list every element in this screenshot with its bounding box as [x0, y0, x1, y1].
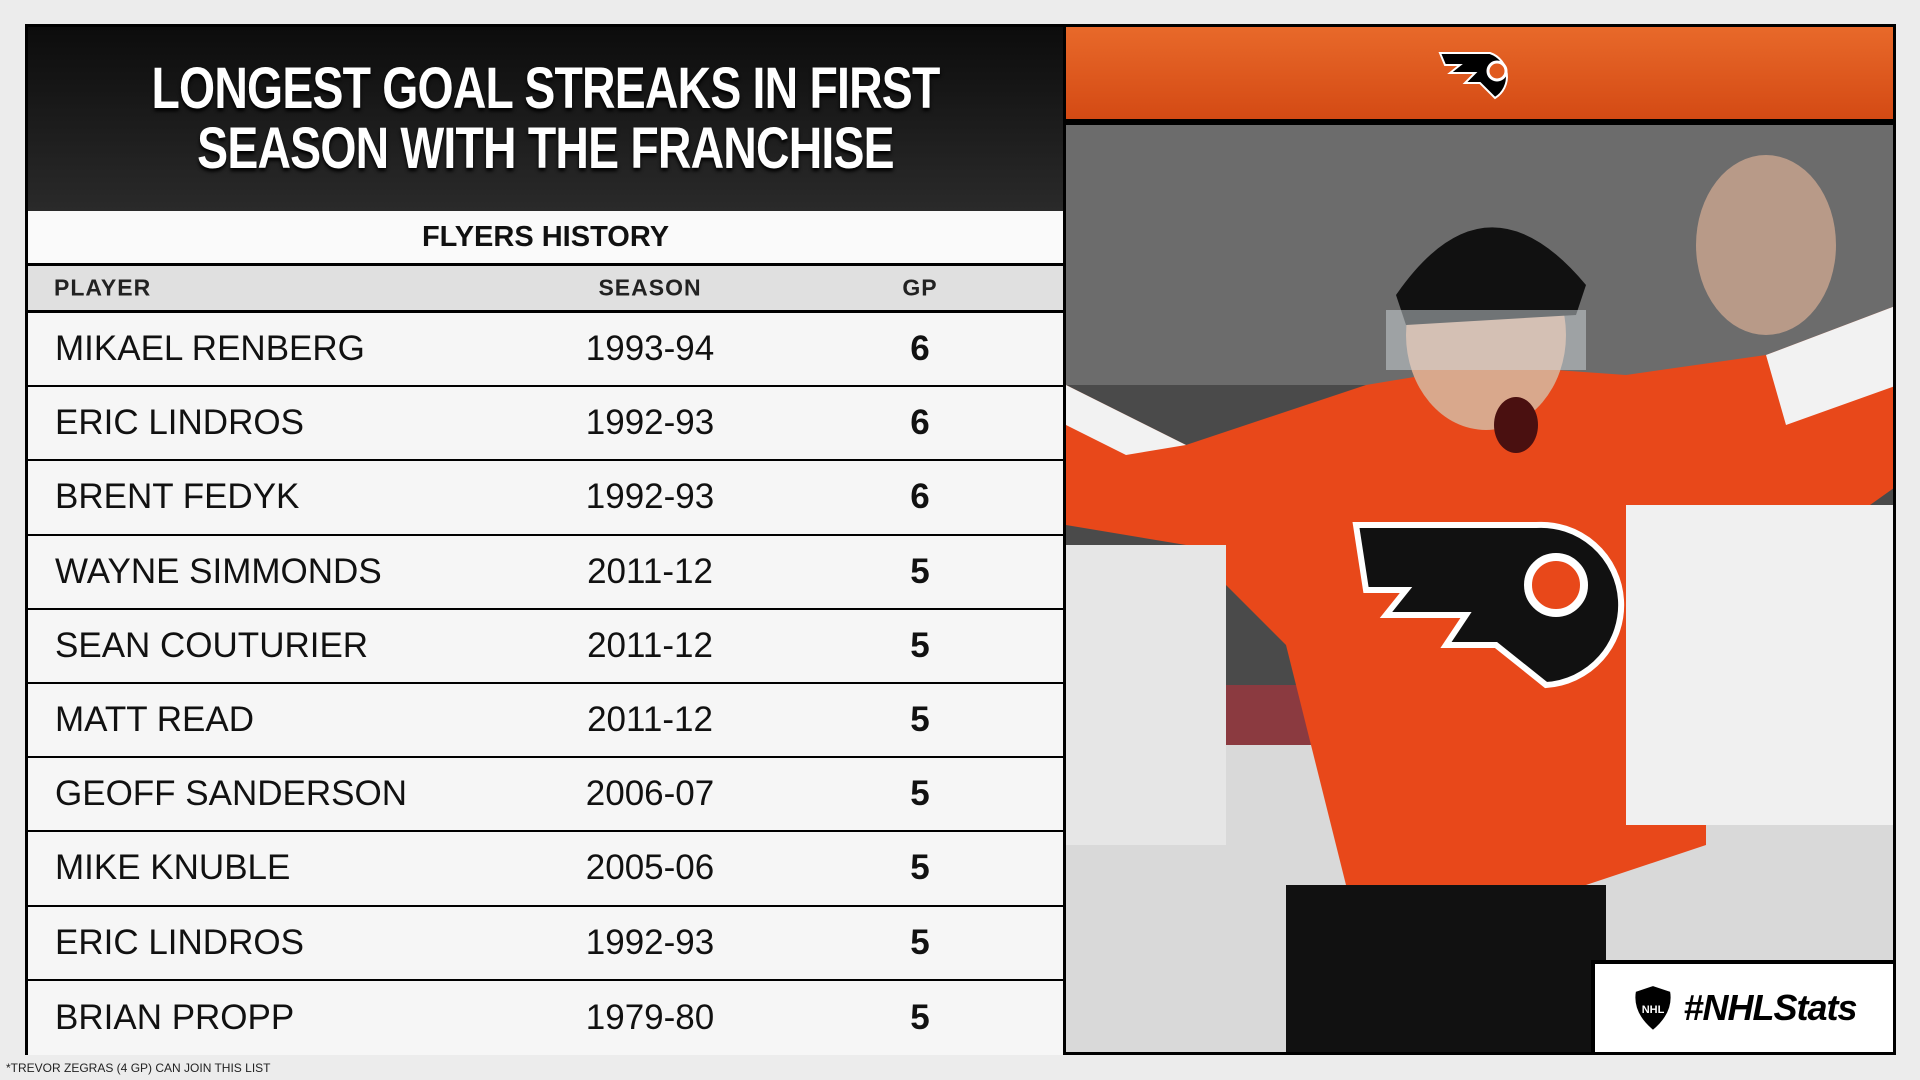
- column-header-player: PLAYER: [54, 274, 152, 301]
- season: 2006-07: [585, 774, 715, 814]
- games-played: 5: [910, 700, 930, 740]
- table-row: MIKAEL RENBERG 1993-94 6: [28, 313, 1063, 388]
- title-bar: LONGEST GOAL STREAKS IN FIRST SEASON WIT…: [28, 27, 1063, 211]
- table-subtitle: FLYERS HISTORY: [28, 211, 1063, 266]
- table-row: BRENT FEDYK 1992-93 6: [28, 461, 1063, 536]
- table-row: SEAN COUTURIER 2011-12 5: [28, 609, 1063, 684]
- season: 2011-12: [587, 625, 713, 665]
- table-row: BRIAN PROPP 1979-80 5: [28, 980, 1063, 1055]
- games-played: 5: [910, 551, 930, 591]
- player-name: MIKE KNUBLE: [55, 848, 291, 888]
- season: 1979-80: [585, 997, 715, 1037]
- season: 1992-93: [585, 403, 715, 443]
- season: 2011-12: [587, 700, 713, 740]
- games-played: 5: [910, 997, 930, 1037]
- season: 1993-94: [585, 329, 715, 369]
- games-played: 6: [910, 329, 930, 369]
- player-name: SEAN COUTURIER: [55, 625, 369, 665]
- season: 2011-12: [587, 551, 713, 591]
- season: 1992-93: [585, 477, 715, 517]
- player-name: ERIC LINDROS: [55, 922, 304, 962]
- player-photo: NHL #NHLStats: [1066, 125, 1893, 1052]
- column-header-season: SEASON: [598, 274, 702, 301]
- player-name: BRENT FEDYK: [55, 477, 300, 517]
- table-row: ERIC LINDROS 1992-93 5: [28, 906, 1063, 981]
- flyers-logo-icon: [1438, 52, 1508, 100]
- footnote: *TREVOR ZEGRAS (4 GP) CAN JOIN THIS LIST: [6, 1061, 271, 1075]
- table-row: MIKE KNUBLE 2005-06 5: [28, 832, 1063, 907]
- svg-text:NHL: NHL: [1642, 1004, 1665, 1016]
- stats-table-panel: LONGEST GOAL STREAKS IN FIRST SEASON WIT…: [28, 27, 1063, 1055]
- games-played: 5: [910, 848, 930, 888]
- nhl-shield-icon: NHL: [1633, 983, 1674, 1033]
- nhl-stats-badge: NHL #NHLStats: [1591, 960, 1893, 1052]
- graphic-frame: LONGEST GOAL STREAKS IN FIRST SEASON WIT…: [25, 24, 1896, 1055]
- page-title: LONGEST GOAL STREAKS IN FIRST SEASON WIT…: [151, 56, 941, 181]
- season: 1992-93: [585, 922, 715, 962]
- table-row: ERIC LINDROS 1992-93 6: [28, 387, 1063, 462]
- games-played: 5: [910, 922, 930, 962]
- team-banner: [1066, 27, 1893, 122]
- photo-panel: NHL #NHLStats: [1066, 27, 1893, 1052]
- player-name: MATT READ: [55, 700, 254, 740]
- games-played: 6: [910, 403, 930, 443]
- table-row: MATT READ 2011-12 5: [28, 683, 1063, 759]
- table-row: GEOFF SANDERSON 2006-07 5: [28, 758, 1063, 833]
- table-header: PLAYER SEASON GP: [28, 266, 1063, 313]
- season: 2005-06: [585, 848, 715, 888]
- player-name: GEOFF SANDERSON: [55, 774, 407, 814]
- hashtag: #NHLStats: [1683, 987, 1857, 1028]
- player-name: WAYNE SIMMONDS: [55, 551, 382, 591]
- player-name: BRIAN PROPP: [55, 997, 295, 1037]
- player-name: MIKAEL RENBERG: [55, 329, 365, 369]
- player-celebration-image: [1066, 125, 1893, 1052]
- games-played: 6: [910, 477, 930, 517]
- games-played: 5: [910, 625, 930, 665]
- table-row: WAYNE SIMMONDS 2011-12 5: [28, 535, 1063, 610]
- player-name: ERIC LINDROS: [55, 403, 304, 443]
- games-played: 5: [910, 774, 930, 814]
- column-header-gp: GP: [902, 274, 938, 301]
